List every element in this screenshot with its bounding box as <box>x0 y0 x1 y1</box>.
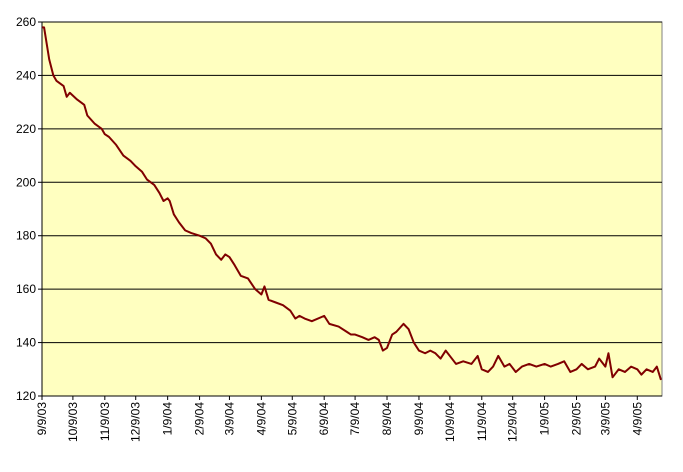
x-tick-label: 11/9/03 <box>98 402 112 441</box>
y-tick-label: 260 <box>16 15 36 29</box>
x-tick-label: 1/9/04 <box>161 402 175 436</box>
x-tick-label: 1/9/05 <box>538 402 552 436</box>
x-tick-label: 2/9/05 <box>570 402 584 436</box>
x-tick-label: 8/9/04 <box>380 402 394 436</box>
plot-area <box>41 21 663 397</box>
y-tick-label: 120 <box>16 389 36 403</box>
x-tick-label: 10/9/04 <box>443 402 457 442</box>
x-tick-label: 7/9/04 <box>348 402 362 436</box>
y-tick-label: 180 <box>16 229 36 243</box>
data-line <box>42 26 662 381</box>
x-tick-label: 12/9/03 <box>129 402 143 442</box>
x-tick-label: 10/9/03 <box>66 402 80 442</box>
y-tick-label: 140 <box>16 336 36 350</box>
x-tick-label: 3/9/05 <box>598 402 612 436</box>
x-tick-label: 9/9/03 <box>35 402 49 436</box>
x-tick-label: 3/9/04 <box>222 402 236 436</box>
x-tick-label: 4/9/05 <box>630 402 644 436</box>
x-tick-label: 11/9/04 <box>475 402 489 441</box>
x-tick-label: 12/9/04 <box>506 402 520 442</box>
x-tick-label: 2/9/04 <box>193 402 207 436</box>
x-tick-label: 5/9/04 <box>285 402 299 436</box>
x-tick-label: 6/9/04 <box>317 402 331 436</box>
y-tick-label: 200 <box>16 175 36 189</box>
y-tick-label: 240 <box>16 68 36 82</box>
x-tick-label: 9/9/04 <box>412 402 426 436</box>
y-tick-label: 220 <box>16 122 36 136</box>
y-tick-label: 160 <box>16 282 36 296</box>
x-tick-label: 4/9/04 <box>254 402 268 436</box>
